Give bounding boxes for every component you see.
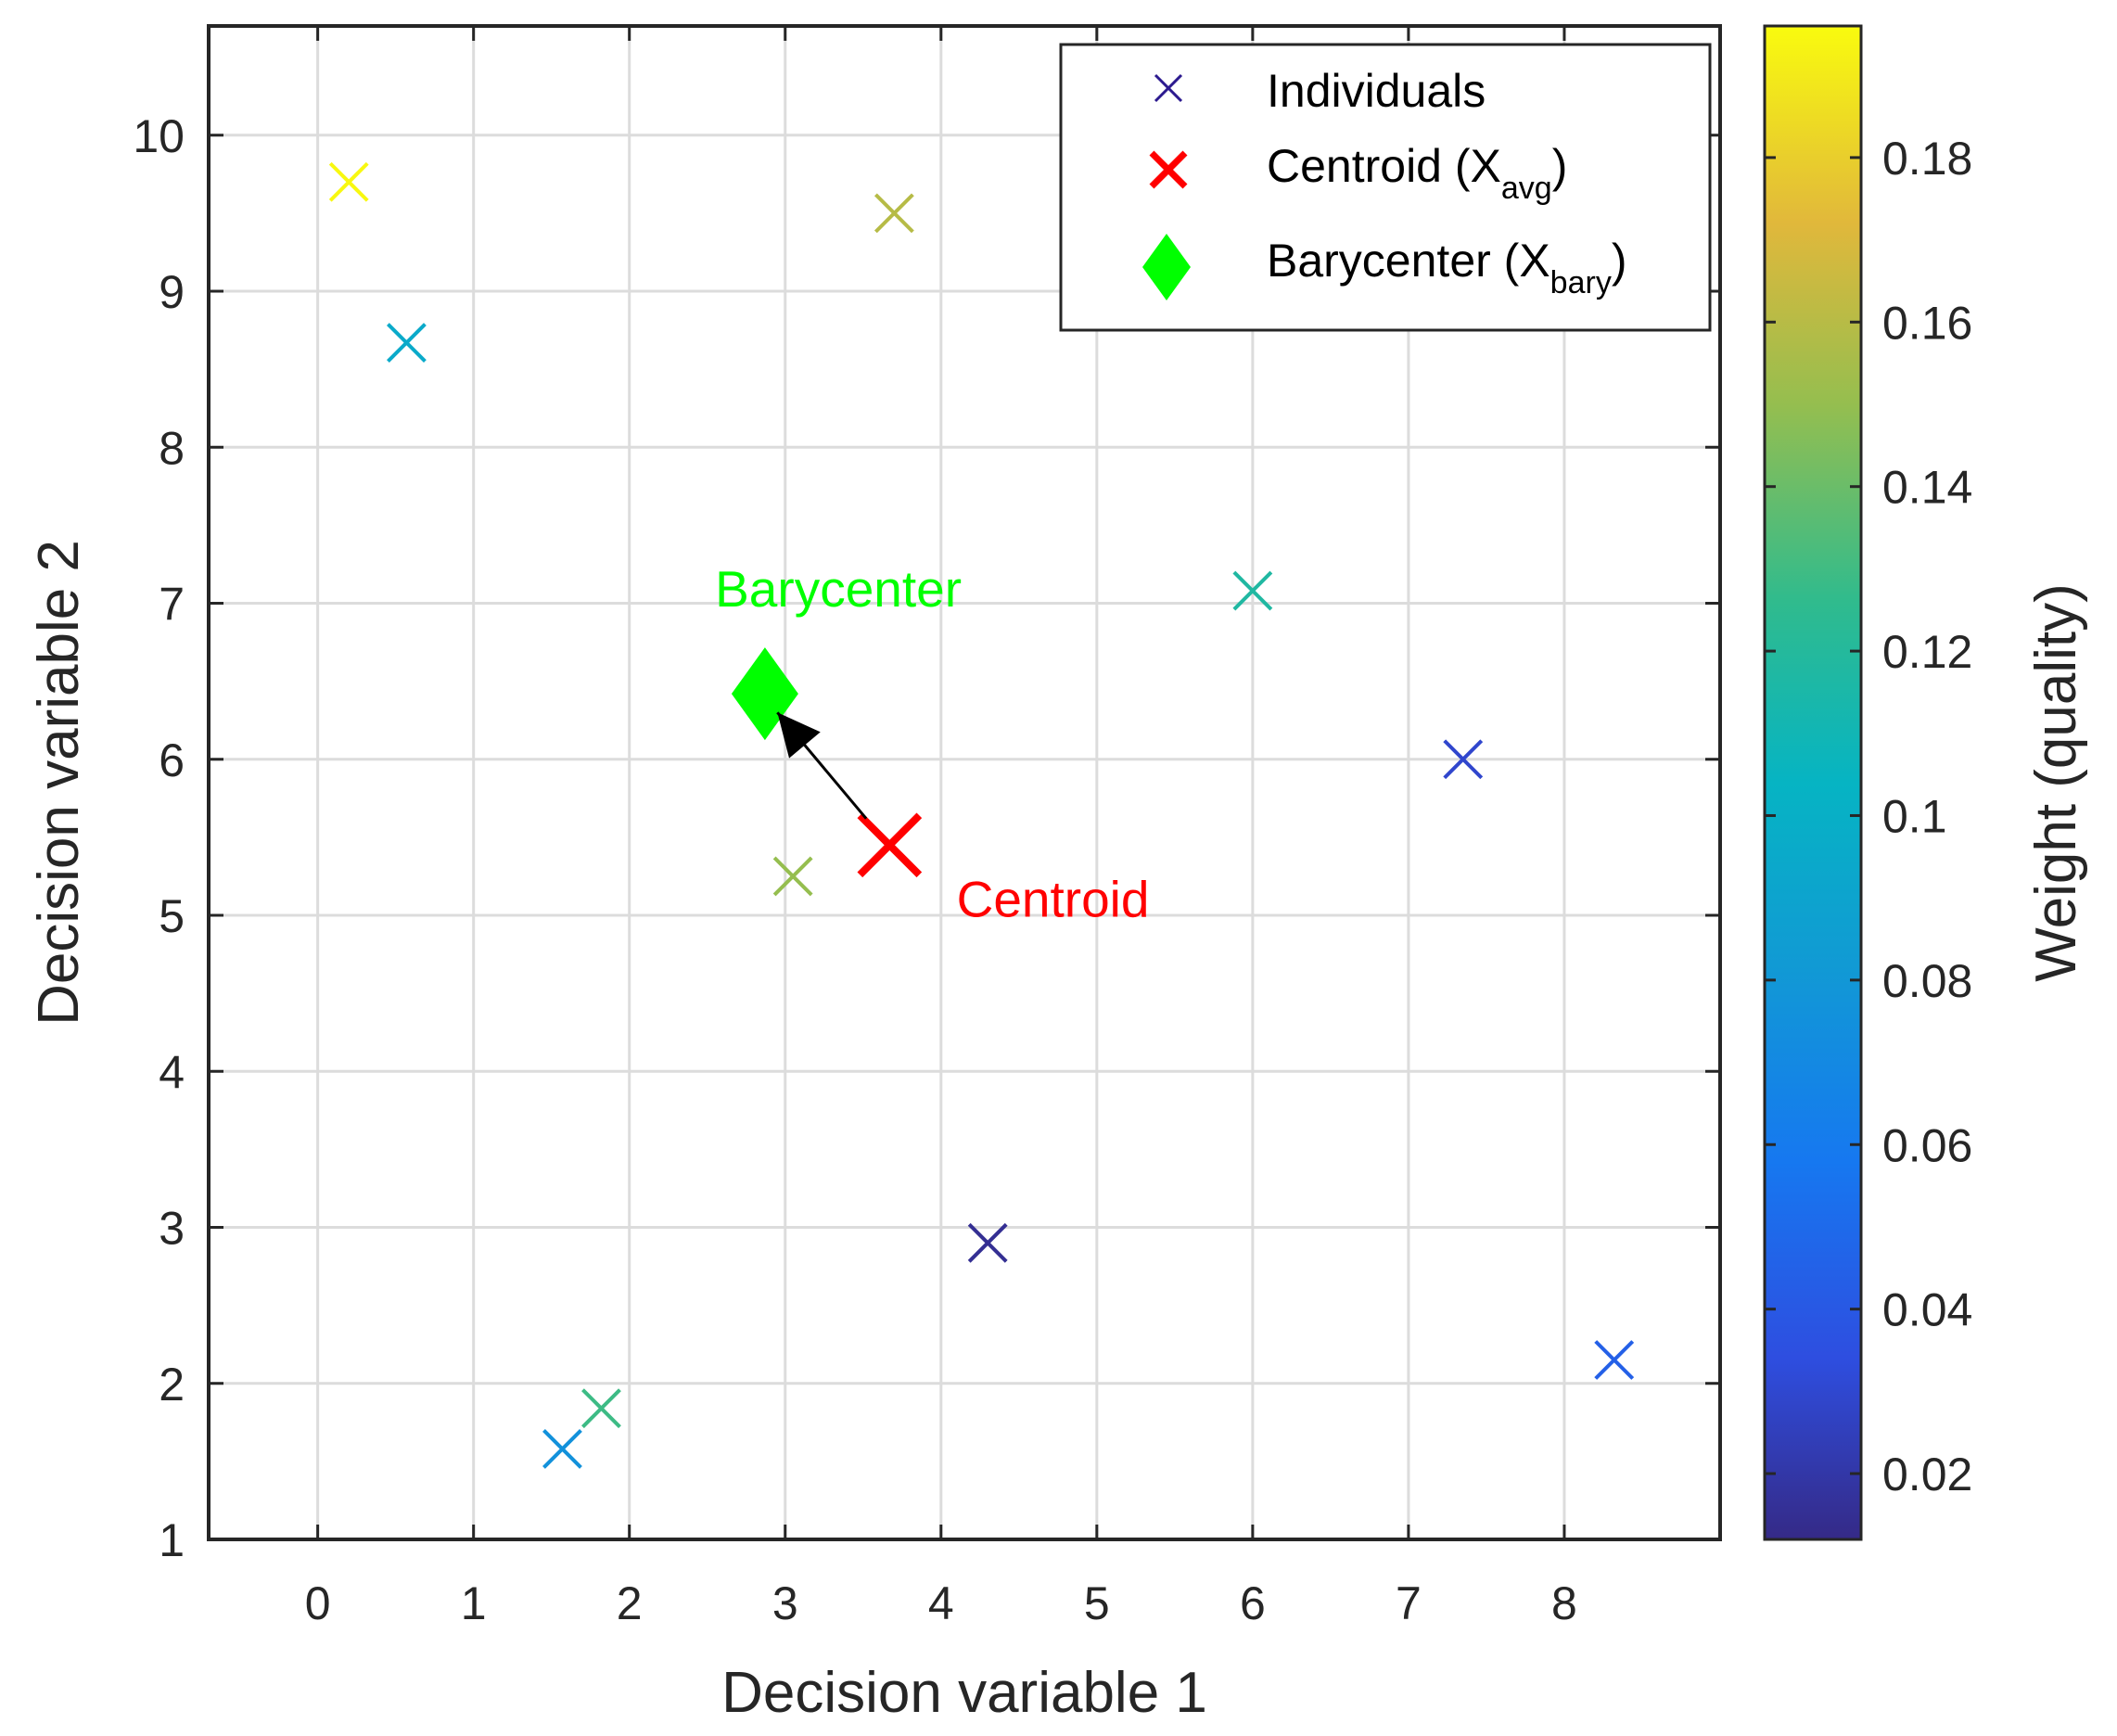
x-stroke [1443, 739, 1484, 780]
y-tick-label: 1 [159, 1514, 185, 1566]
colorbar: 0.02 0.04 0.06 0.08 0.1 0.12 0.14 0.16 0.18 Weig… [1763, 24, 2088, 1541]
individual-point [967, 1222, 1008, 1263]
x-stroke [581, 1388, 621, 1429]
arrow-layer [776, 711, 868, 820]
arrow-head [777, 712, 821, 759]
legend-marker-centroid [1149, 150, 1188, 189]
colorbar-ticks: 0.02 0.04 0.06 0.08 0.1 0.12 0.14 0.16 0.18 [1765, 133, 1972, 1500]
legend-markers [1142, 73, 1191, 300]
individual-point [772, 856, 813, 897]
legend-label-centroid: Centroid (Xavg) [1267, 140, 1567, 206]
x-tick-label: 2 [617, 1577, 643, 1629]
x-stroke [1149, 150, 1188, 189]
colorbar-tick-label: 0.04 [1882, 1284, 1972, 1336]
individual-point [581, 1388, 621, 1429]
x-tick-label: 5 [1084, 1577, 1110, 1629]
x-stroke [1154, 73, 1183, 103]
y-tick-label: 6 [159, 734, 185, 786]
x-tick-labels: 0 1 2 3 4 5 6 7 8 [305, 1577, 1577, 1629]
x-tick-label: 3 [772, 1577, 798, 1629]
legend-label-barycenter: Barycenter (Xbary) [1267, 235, 1626, 300]
colorbar-tick-label: 0.18 [1882, 133, 1972, 185]
annotations: Barycenter Centroid [715, 560, 1149, 928]
y-tick-label: 2 [159, 1359, 185, 1410]
axis-ticks [209, 26, 1720, 1541]
x-stroke [857, 812, 923, 878]
legend-label-individuals: Individuals [1267, 65, 1486, 117]
y-tick-label: 4 [159, 1046, 185, 1098]
x-tick-label: 8 [1551, 1577, 1577, 1629]
x-stroke [542, 1429, 582, 1469]
colorbar-tick-label: 0.16 [1882, 297, 1972, 349]
x-tick-label: 4 [928, 1577, 954, 1629]
colorbar-tick-label: 0.06 [1882, 1119, 1972, 1171]
y-tick-label: 9 [159, 266, 185, 318]
annotation-centroid: Centroid [957, 871, 1150, 928]
x-stroke [874, 193, 914, 234]
individual-point [1594, 1340, 1635, 1380]
individual-point [1443, 739, 1484, 780]
x-stroke [1594, 1340, 1635, 1380]
x-tick-label: 1 [461, 1577, 487, 1629]
legend-marker-barycenter [1142, 234, 1191, 300]
y-axis-label: Decision variable 2 [27, 540, 91, 1026]
x-stroke [386, 323, 427, 363]
y-tick-labels: 1 2 3 4 5 6 7 8 9 10 [133, 110, 185, 1566]
y-tick-label: 3 [159, 1203, 185, 1255]
y-tick-label: 8 [159, 422, 185, 474]
x-tick-label: 0 [305, 1577, 331, 1629]
individual-point [874, 193, 914, 234]
x-stroke [1232, 570, 1273, 611]
x-axis-label: Decision variable 1 [721, 1661, 1207, 1725]
legend-marker-individuals [1154, 73, 1183, 103]
y-tick-label: 5 [159, 890, 185, 942]
colorbar-gradient [1763, 24, 1863, 1541]
colorbar-tick-label: 0.12 [1882, 626, 1972, 678]
annotation-barycenter: Barycenter [715, 560, 962, 618]
individual-point [1232, 570, 1273, 611]
colorbar-tick-label: 0.1 [1882, 790, 1947, 842]
x-stroke [328, 161, 369, 202]
centroid-point [857, 812, 923, 878]
x-stroke [967, 1222, 1008, 1263]
colorbar-label: Weight (quality) [2024, 583, 2088, 982]
x-tick-label: 7 [1396, 1577, 1422, 1629]
individual-point [542, 1429, 582, 1469]
colorbar-tick-label: 0.02 [1882, 1449, 1972, 1500]
plot-frame [207, 24, 1722, 1541]
individual-point [386, 323, 427, 363]
legend: Individuals Centroid (Xavg) Barycenter (… [1059, 43, 1712, 332]
y-tick-label: 10 [133, 110, 185, 162]
colorbar-tick-label: 0.08 [1882, 955, 1972, 1007]
y-tick-label: 7 [159, 579, 185, 631]
individual-point [328, 161, 369, 202]
x-tick-label: 6 [1240, 1577, 1266, 1629]
x-stroke [772, 856, 813, 897]
colorbar-tick-label: 0.14 [1882, 462, 1972, 514]
